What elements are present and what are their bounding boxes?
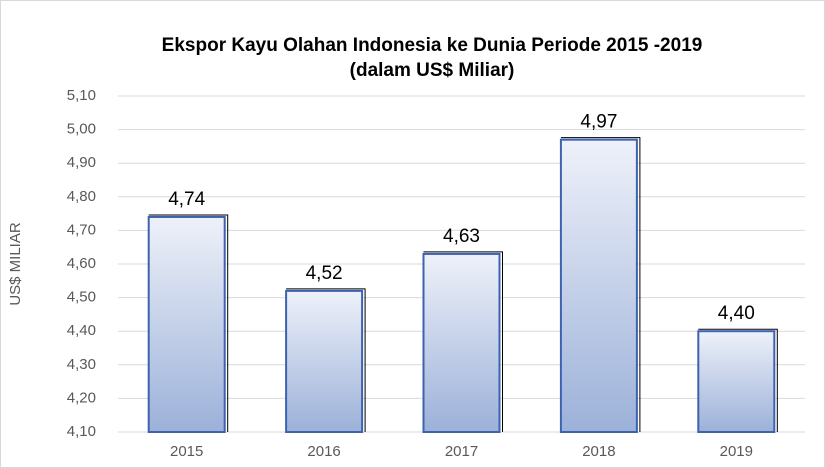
data-label: 4,74 [168,189,205,210]
bar [147,215,226,433]
bar [285,289,364,433]
y-tick-label: 4,20 [67,389,96,406]
x-tick-label: 2018 [582,443,615,460]
x-tick-label: 2015 [170,443,203,460]
data-label: 4,63 [443,226,480,247]
y-tick-label: 4,50 [67,289,96,306]
x-tick-label: 2016 [307,443,340,460]
bar [422,252,501,433]
y-tick-label: 4,70 [67,221,96,238]
x-tick-label: 2019 [720,443,753,460]
bar-shadow [286,288,366,432]
y-tick-label: 4,30 [67,356,96,373]
y-tick-label: 5,10 [67,87,96,104]
y-tick-label: 4,60 [67,255,96,272]
y-tick-label: 5,00 [67,121,96,138]
bar [559,138,638,433]
bar-shadow [560,137,641,432]
chart-subtitle: (dalam US$ Miliar) [350,60,515,81]
data-label: 4,40 [718,303,755,324]
y-tick-label: 4,90 [67,154,96,171]
y-tick-label: 4,10 [67,423,96,440]
y-tick-label: 4,40 [67,322,96,339]
data-label: 4,52 [306,263,343,284]
chart-title: Ekspor Kayu Olahan Indonesia ke Dunia Pe… [162,35,703,56]
bar-shadow [423,251,503,432]
bar-shadow [148,214,229,432]
y-tick-label: 4,80 [67,188,96,205]
x-tick-label: 2017 [445,443,478,460]
bar [697,330,776,434]
data-label: 4,97 [580,112,617,133]
bar-shadow [698,328,778,432]
y-axis-label: US$ MILIAR [7,222,24,306]
